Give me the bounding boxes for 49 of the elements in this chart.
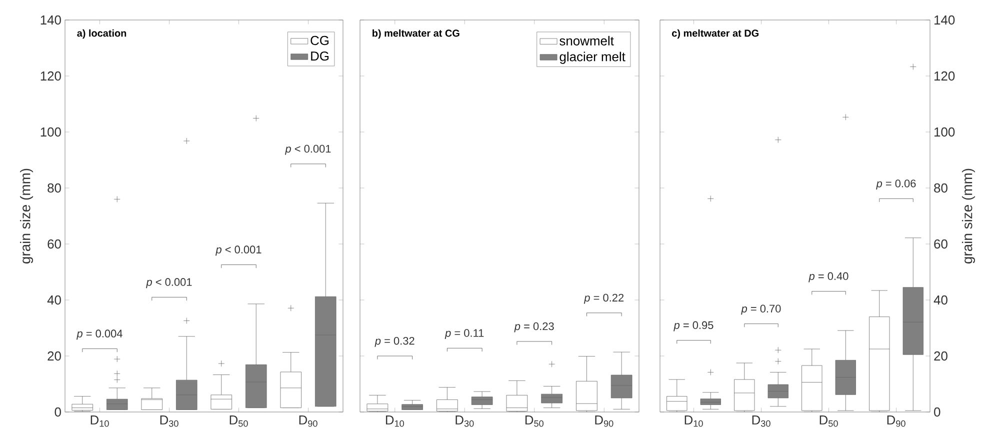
annotation: p < 0.001 [215,246,262,256]
annotation: p = 0.06 [876,180,916,190]
x-tick-label: D$_{30}$ [456,416,474,427]
legend-label: CG [310,36,329,46]
y-tick-label: 60 [48,239,61,249]
text: a) location [77,29,126,39]
x-tick-label: D$_{90}$ [299,416,318,427]
annotation: p = 0.40 [808,272,848,282]
annotation: p = 0.11 [444,329,484,340]
x-tick-label: D$_{90}$ [887,416,906,427]
annotation: p = 0.32 [374,336,414,347]
annotation: p = 0.004 [76,330,122,340]
annotation: p = 0.70 [741,304,781,315]
y-tick-label: 100 [40,127,61,137]
x-tick-label: D$_{30}$ [160,416,178,427]
y2-tick-label: 140 [934,15,955,25]
x-tick-label: D$_{50}$ [820,416,838,427]
x-tick-label: D$_{50}$ [525,416,544,427]
y2-tick-label: 40 [934,295,948,305]
annotation: p = 0.95 [674,321,714,332]
y-tick-label: 80 [48,183,61,193]
y-axis-title: grain size (mm) [20,168,34,264]
legend-label: DG [311,51,329,61]
y2-tick-label: 20 [934,351,948,361]
legend-label: snowmelt [560,36,614,46]
x-tick-label: D$_{90}$ [595,416,614,427]
x-tick-label: D$_{10}$ [386,416,404,427]
x-tick-label: D$_{10}$ [684,416,703,427]
x-tick-label: D$_{30}$ [752,416,770,427]
y2-tick-label: 120 [934,71,955,81]
text: c) meltwater at DG [672,29,758,39]
legend-label: glacier melt [560,52,626,64]
y-tick-label: 40 [47,295,61,305]
annotation: p = 0.23 [514,322,554,332]
text: b) meltwater at CG [372,29,460,39]
y2-axis-title: grain size (mm) [962,168,975,264]
y-tick-label: 20 [48,351,61,361]
annotation: p < 0.001 [284,144,331,155]
x-tick-label: D$_{50}$ [230,416,248,427]
y-tick-label: 140 [40,15,61,25]
y-tick-label: 0 [54,407,61,417]
y-tick-label: 120 [40,71,61,81]
x-tick-label: D$_{10}$ [90,416,109,427]
annotation: p = 0.22 [584,294,624,304]
annotation: p < 0.001 [146,278,192,288]
y2-tick-label: 0 [934,407,940,417]
y2-tick-label: 100 [934,127,955,137]
y2-tick-label: 80 [934,183,948,193]
y2-tick-label: 60 [934,239,948,249]
